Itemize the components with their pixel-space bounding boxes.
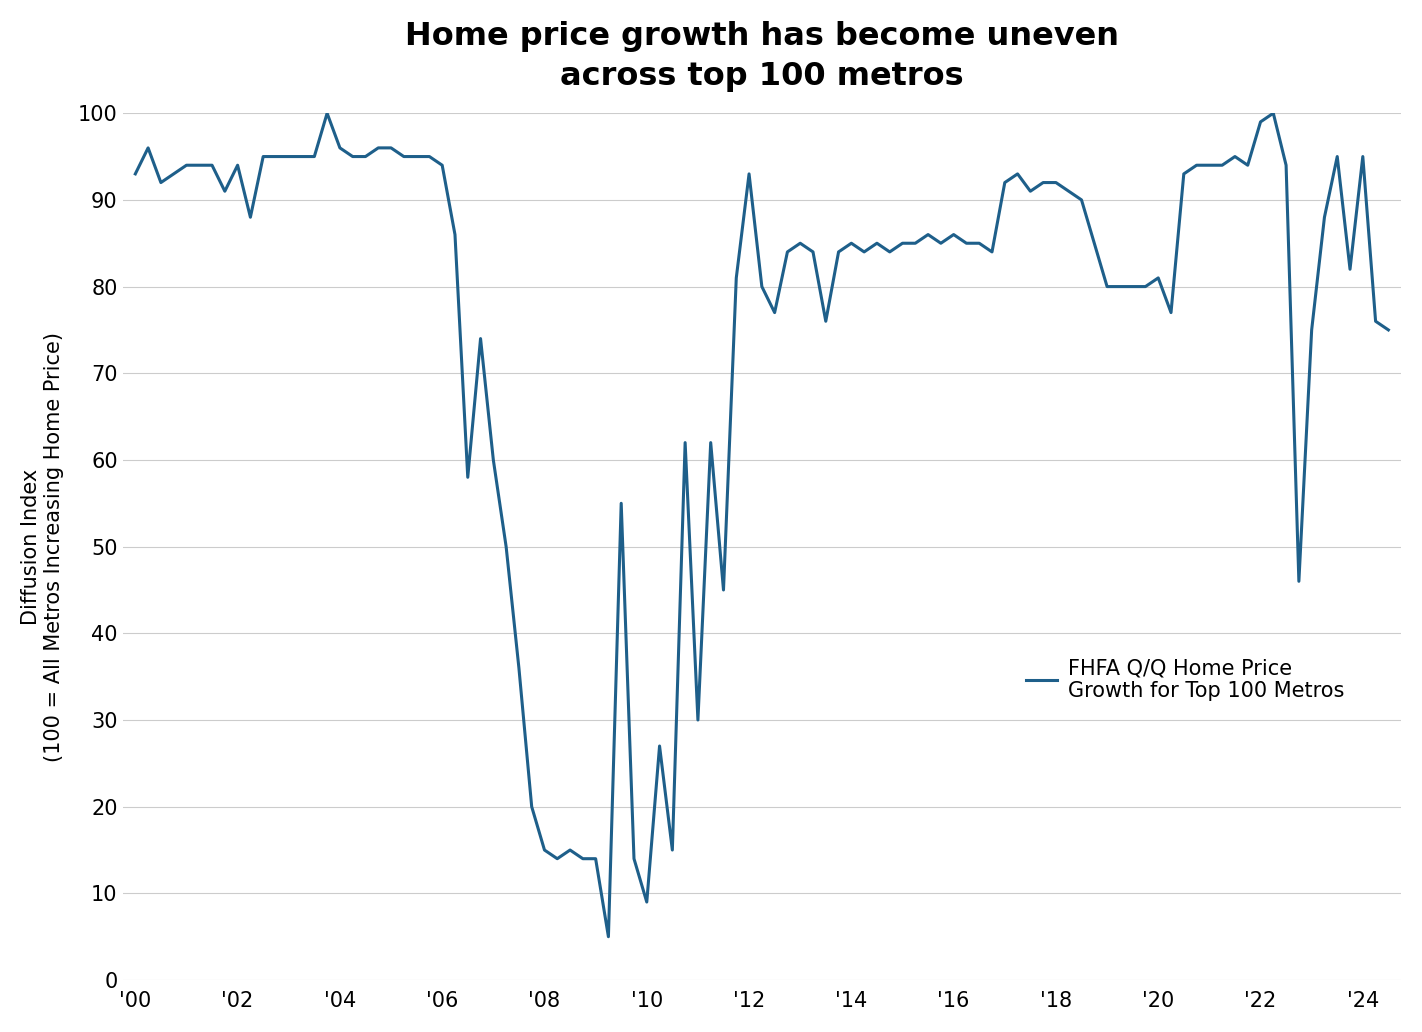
FHFA Q/Q Home Price
Growth for Top 100 Metros bbox=[434, 159, 451, 171]
Title: Home price growth has become uneven
across top 100 metros: Home price growth has become uneven acro… bbox=[405, 21, 1119, 93]
FHFA Q/Q Home Price
Growth for Top 100 Metros bbox=[1379, 324, 1396, 336]
FHFA Q/Q Home Price
Growth for Top 100 Metros bbox=[1138, 281, 1155, 293]
FHFA Q/Q Home Price
Growth for Top 100 Metros bbox=[600, 931, 617, 943]
FHFA Q/Q Home Price
Growth for Top 100 Metros bbox=[319, 107, 336, 120]
FHFA Q/Q Home Price
Growth for Top 100 Metros bbox=[818, 315, 835, 327]
Line: FHFA Q/Q Home Price
Growth for Top 100 Metros: FHFA Q/Q Home Price Growth for Top 100 M… bbox=[135, 114, 1388, 937]
FHFA Q/Q Home Price
Growth for Top 100 Metros bbox=[472, 332, 489, 345]
FHFA Q/Q Home Price
Growth for Top 100 Metros bbox=[779, 246, 796, 258]
Legend: FHFA Q/Q Home Price
Growth for Top 100 Metros: FHFA Q/Q Home Price Growth for Top 100 M… bbox=[1018, 650, 1352, 710]
FHFA Q/Q Home Price
Growth for Top 100 Metros bbox=[523, 801, 540, 813]
Y-axis label: Diffusion Index
(100 = All Metros Increasing Home Price): Diffusion Index (100 = All Metros Increa… bbox=[21, 331, 64, 762]
FHFA Q/Q Home Price
Growth for Top 100 Metros bbox=[127, 167, 144, 180]
